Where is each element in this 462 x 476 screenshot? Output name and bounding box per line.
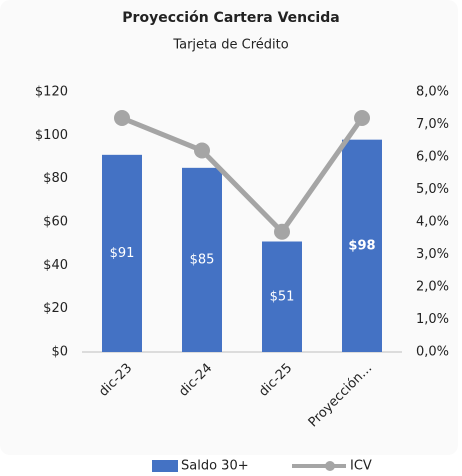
bar — [102, 154, 142, 352]
y-tick-label: $60 — [43, 215, 68, 230]
legend-marker — [325, 461, 335, 471]
data-label: $85 — [190, 252, 215, 267]
y-tick-label: $120 — [35, 85, 68, 100]
chart-title: Proyección Cartera Vencida — [122, 10, 339, 26]
y-tick-label: $80 — [43, 171, 68, 186]
point — [274, 223, 290, 240]
data-label: $98 — [348, 238, 375, 253]
y2-tick-label: 2,0% — [416, 280, 449, 295]
legend-swatch — [152, 460, 178, 472]
legend-label: ICV — [350, 459, 372, 474]
line — [121, 115, 365, 235]
y-tick-label: $20 — [43, 301, 68, 316]
y2-tick-label: 5,0% — [416, 182, 449, 197]
y2-tick-label: 7,0% — [416, 117, 449, 132]
point — [114, 110, 130, 126]
point — [354, 110, 370, 126]
data-label: $91 — [110, 246, 135, 261]
bar — [262, 241, 302, 352]
y2-tick-label: 4,0% — [416, 215, 449, 230]
y-tick-label: $0 — [51, 345, 68, 360]
panel — [0, 0, 458, 455]
y2-tick-label: 1,0% — [416, 312, 449, 327]
point — [194, 142, 210, 159]
bar — [342, 139, 382, 352]
chart-subtitle: Tarjeta de Crédito — [172, 38, 288, 53]
legend-label: Saldo 30+ — [181, 459, 249, 474]
y2-tick-label: 3,0% — [416, 247, 449, 262]
y2-tick-label: 6,0% — [416, 150, 449, 165]
y2-tick-label: 8,0% — [416, 85, 449, 100]
y-tick-label: $40 — [43, 258, 68, 273]
data-label: $51 — [270, 289, 295, 304]
y-tick-label: $100 — [35, 128, 68, 143]
bar — [182, 167, 222, 352]
y2-tick-label: 0,0% — [416, 345, 449, 360]
